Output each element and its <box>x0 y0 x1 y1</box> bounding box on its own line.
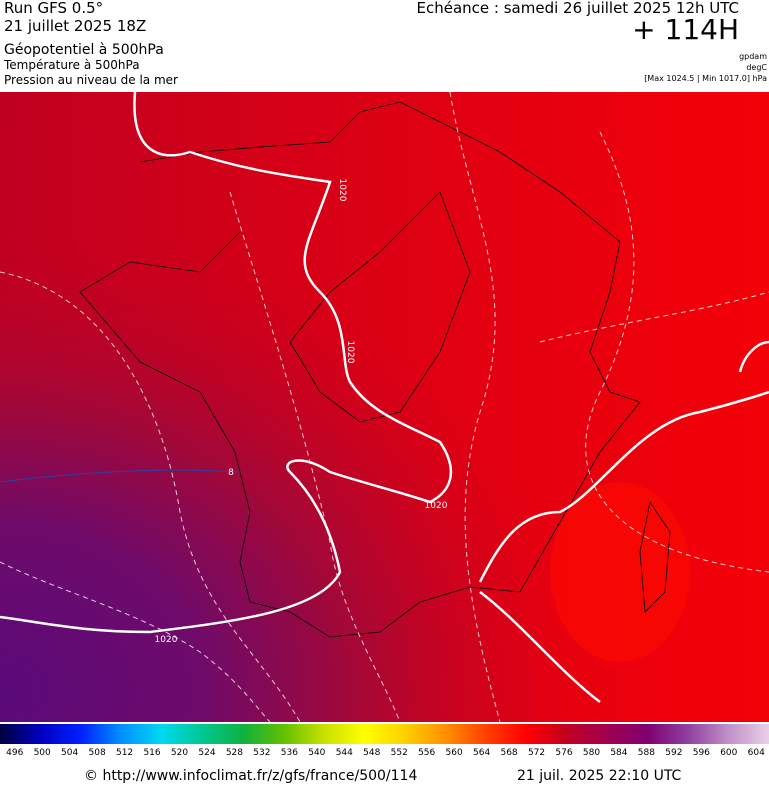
scale-label: 572 <box>527 748 546 758</box>
run: Run GFS 0.5° <box>4 0 104 17</box>
scale-label: 532 <box>253 748 271 758</box>
scale-label: 592 <box>665 748 683 758</box>
color-scale <box>0 724 769 744</box>
scale-label: 568 <box>500 748 518 758</box>
scale-labels: 496 500 504 508 512 516 520 524 528 532 536 540 544 5… <box>0 749 769 761</box>
coastlines <box>79 101 671 638</box>
scale-label: 496 <box>6 748 24 758</box>
footer-generated: 21 juil. 2025 22:10 UTC <box>517 768 682 784</box>
scale-label: 520 <box>170 748 189 758</box>
scale-label: 576 <box>555 748 573 758</box>
warm-area <box>550 482 690 662</box>
scale-label: 600 <box>720 748 738 758</box>
footer-source: © http://www.infoclimat.fr/z/gfs/france/… <box>84 768 418 784</box>
field-temp: Température à 500hPa <box>4 58 140 72</box>
scale-label: 536 <box>280 748 298 758</box>
scale-label: 556 <box>418 748 436 758</box>
isobars <box>0 92 769 703</box>
scale-label: 516 <box>143 748 161 758</box>
field-pressure: Pression au niveau de la mer <box>4 73 178 87</box>
scale-label: 540 <box>308 748 326 758</box>
map: 1020 1020 1020 1020 8 <box>0 92 769 722</box>
isotherm-solid <box>0 469 241 483</box>
scale-label: 504 <box>61 748 79 758</box>
scale-label: 580 <box>582 748 601 758</box>
pressure-range: [Max 1024.5 | Min 1017.0] hPa <box>644 74 767 83</box>
valid-time: Echéance : samedi 26 juillet 2025 12h UT… <box>416 0 739 17</box>
scale-label: 524 <box>198 748 216 758</box>
isotherm-label: 8 <box>228 468 234 478</box>
scale-label: 588 <box>637 748 655 758</box>
scale-label: 500 <box>33 748 51 758</box>
scale-label: 584 <box>610 748 628 758</box>
scale-label: 512 <box>115 748 134 758</box>
isobar-label: 1020 <box>337 179 347 202</box>
scale-label: 528 <box>225 748 244 758</box>
scale-label: 560 <box>445 748 463 758</box>
isobar-label: 1020 <box>425 501 448 511</box>
isotherms <box>0 92 769 722</box>
unit-temp: degC <box>746 63 767 72</box>
isobar-label: 1020 <box>345 341 355 364</box>
unit-geo: gpdam <box>739 52 767 61</box>
run-date: 21 juillet 2025 18Z <box>4 17 147 35</box>
scale-label: 548 <box>363 748 381 758</box>
scale-label: 508 <box>88 748 106 758</box>
scale-label: 544 <box>335 748 353 758</box>
scale-label: 564 <box>473 748 491 758</box>
scale-label: 604 <box>747 748 765 758</box>
isobar-label: 1020 <box>155 635 178 645</box>
field-main: Géopotentiel à 500hPa <box>4 42 164 58</box>
scale-label: 552 <box>390 748 408 758</box>
scale-label: 596 <box>692 748 710 758</box>
lead-time: + 114H <box>632 13 739 46</box>
